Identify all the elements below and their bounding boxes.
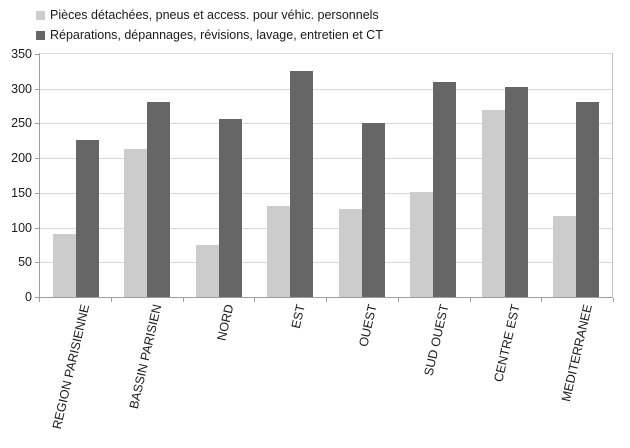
bar xyxy=(75,140,99,297)
y-tick xyxy=(35,54,39,55)
y-tick xyxy=(35,158,39,160)
x-axis-label: OUEST xyxy=(356,303,380,349)
legend-item: Réparations, dépannages, révisions, lava… xyxy=(36,25,383,45)
x-tick xyxy=(397,298,399,302)
y-tick xyxy=(35,192,39,194)
y-tick xyxy=(35,262,39,264)
bar xyxy=(338,208,362,297)
y-tick xyxy=(35,123,39,125)
plot-area xyxy=(39,53,613,298)
x-axis-label: MEDITERRANEE xyxy=(558,303,595,403)
legend-label: Pièces détachées, pneus et access. pour … xyxy=(50,8,379,22)
y-axis-label: 150 xyxy=(11,185,32,200)
x-tick xyxy=(326,298,327,302)
bar xyxy=(576,101,600,297)
y-tick xyxy=(35,227,39,229)
x-axis-label: EST xyxy=(288,303,308,330)
y-axis-label: 0 xyxy=(25,290,32,304)
x-tick xyxy=(182,298,184,302)
y-axis-label: 350 xyxy=(11,47,32,61)
y-axis-label: 200 xyxy=(11,151,32,166)
bar xyxy=(218,118,242,297)
y-axis-label: 300 xyxy=(11,81,32,96)
legend-swatch xyxy=(36,10,45,20)
bar xyxy=(553,215,577,297)
bar xyxy=(481,109,505,297)
y-tick xyxy=(35,297,39,298)
x-tick xyxy=(110,298,112,302)
bar xyxy=(52,233,76,297)
legend-item: Pièces détachées, pneus et access. pour … xyxy=(36,5,383,25)
y-tick xyxy=(35,88,39,90)
bar xyxy=(267,206,291,297)
legend: Pièces détachées, pneus et access. pour … xyxy=(36,5,383,45)
bar xyxy=(410,192,434,297)
bar xyxy=(433,81,457,297)
gridline xyxy=(40,262,612,264)
x-axis-label: BASSIN PARISIEN xyxy=(126,303,165,411)
y-axis-label: 250 xyxy=(11,116,32,131)
x-tick xyxy=(613,298,614,302)
x-tick xyxy=(254,298,256,302)
gridline xyxy=(40,227,612,229)
x-tick xyxy=(541,298,543,302)
bar xyxy=(147,101,171,297)
gridline xyxy=(40,123,612,125)
x-axis-label: REGION PARISIENNE xyxy=(50,303,93,431)
x-tick xyxy=(39,298,40,302)
legend-label: Réparations, dépannages, révisions, lava… xyxy=(50,28,383,42)
bar xyxy=(195,244,219,297)
y-axis-label: 50 xyxy=(18,255,32,270)
bar xyxy=(290,71,314,297)
x-axis-label: SUD OUEST xyxy=(421,303,452,378)
bar xyxy=(504,86,528,297)
y-axis-label: 100 xyxy=(11,220,32,235)
x-axis-label: NORD xyxy=(214,303,237,343)
x-tick xyxy=(469,298,471,302)
bar xyxy=(124,149,148,297)
gridline xyxy=(40,192,612,194)
bar xyxy=(361,123,385,297)
gridline xyxy=(40,88,612,90)
gridline xyxy=(40,158,612,160)
x-axis-label: CENTRE EST xyxy=(491,303,524,384)
legend-swatch xyxy=(36,30,45,40)
